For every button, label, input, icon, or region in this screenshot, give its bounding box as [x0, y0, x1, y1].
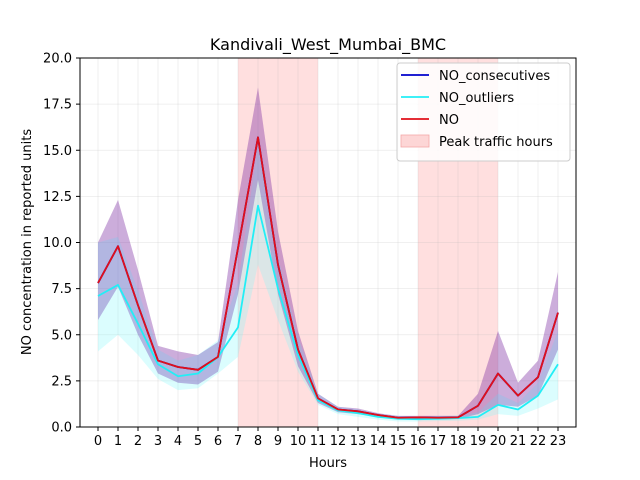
- legend-label-no-outliers: NO_outliers: [439, 91, 514, 106]
- x-tick-label: 6: [214, 434, 222, 449]
- legend-swatch-peak-traffic-hours: [400, 134, 430, 148]
- x-tick-label: 13: [350, 434, 367, 449]
- x-tick-label: 3: [154, 434, 162, 449]
- y-tick-label: 15.0: [43, 144, 72, 159]
- confidence-bands-layer: [98, 87, 558, 422]
- x-tick-label: 21: [510, 434, 527, 449]
- y-tick-label: 20.0: [43, 52, 72, 67]
- x-tick-label: 14: [370, 434, 387, 449]
- x-tick-label: 15: [390, 434, 407, 449]
- chart-title: Kandivali_West_Mumbai_BMC: [210, 35, 446, 55]
- confidence-band-no: [98, 87, 558, 420]
- x-tick-label: 16: [410, 434, 427, 449]
- confidence-band-no-consecutives: [98, 87, 558, 420]
- x-tick-label: 20: [490, 434, 507, 449]
- y-tick-label: 2.5: [51, 374, 72, 389]
- x-tick-label: 12: [330, 434, 347, 449]
- x-tick-label: 9: [274, 434, 282, 449]
- x-tick-label: 19: [470, 434, 487, 449]
- legend-label-no: NO: [439, 113, 459, 128]
- x-axis: 0 1 2 3 4 5 6 7 8 9 10 11 12 13 14 15 16 17 18 19 20 21 22 23: [94, 427, 566, 449]
- x-tick-label: 22: [530, 434, 547, 449]
- legend-label-peak-traffic-hours: Peak traffic hours: [439, 135, 553, 150]
- x-tick-label: 5: [194, 434, 202, 449]
- confidence-band-no-outliers: [98, 144, 558, 422]
- x-tick-label: 8: [254, 434, 262, 449]
- y-tick-label: 7.5: [51, 282, 72, 297]
- x-tick-label: 1: [114, 434, 122, 449]
- series-line-no-outliers: [97, 204, 559, 421]
- x-tick-label: 11: [310, 434, 327, 449]
- legend-box: [396, 62, 571, 162]
- x-tick-label: 2: [134, 434, 142, 449]
- x-tick-label: 23: [550, 434, 567, 449]
- y-tick-label: 12.5: [43, 190, 72, 205]
- y-tick-label: 17.5: [43, 98, 72, 113]
- x-tick-label: 18: [450, 434, 467, 449]
- x-tick-label: 10: [290, 434, 307, 449]
- x-tick-label: 7: [234, 434, 242, 449]
- y-tick-label: 10.0: [43, 236, 72, 251]
- legend-label-no-consecutives: NO_consecutives: [439, 69, 550, 84]
- x-tick-label: 0: [94, 434, 102, 449]
- x-tick-label: 4: [174, 434, 182, 449]
- y-axis-title: NO concentration in reported units: [20, 129, 35, 356]
- y-axis: 0.0 2.5 5.0 7.5 10.0 12.5 15.0 17.5 20.0: [43, 52, 80, 436]
- series-line-no: [97, 136, 559, 419]
- x-tick-label: 17: [430, 434, 447, 449]
- x-axis-title: Hours: [309, 456, 347, 471]
- series-lines-layer: [97, 136, 559, 421]
- legend: NO_consecutives NO_outliers NO Peak traffic…: [396, 62, 571, 162]
- y-tick-label: 5.0: [51, 328, 72, 343]
- y-tick-label: 0.0: [51, 421, 72, 436]
